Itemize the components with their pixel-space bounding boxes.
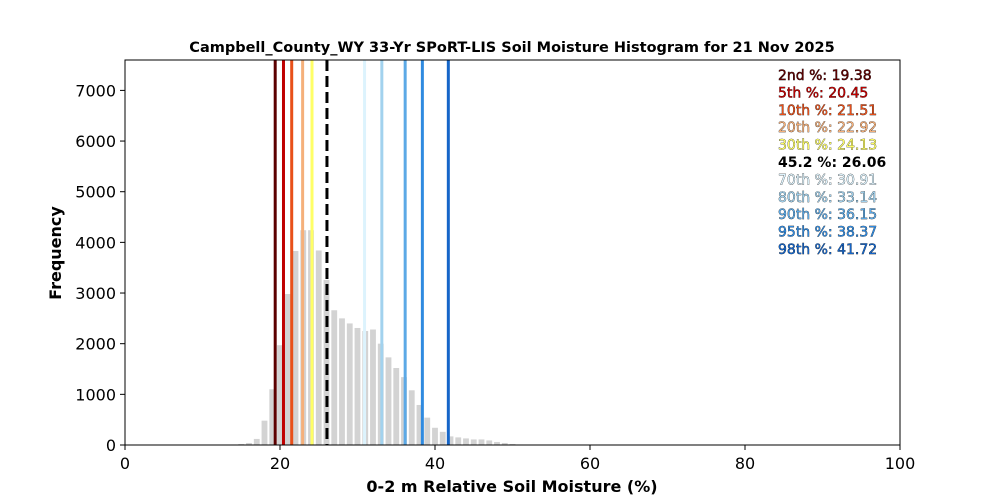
x-tick-label: 60: [580, 454, 600, 473]
histogram-bar: [455, 437, 462, 445]
legend-entry: 2nd %: 19.38: [778, 68, 872, 84]
histogram-bar: [346, 323, 353, 445]
histogram-bar: [424, 417, 431, 445]
y-tick-label: 0: [106, 436, 116, 455]
histogram-bar: [370, 329, 376, 445]
y-tick-label: 4000: [75, 233, 116, 252]
x-tick-label: 20: [270, 454, 290, 473]
legend-entry: 80th %: 33.14: [778, 190, 877, 206]
x-axis-label: 0-2 m Relative Soil Moisture (%): [366, 477, 657, 496]
histogram-bar: [393, 368, 400, 445]
legend-entry: 98th %: 41.72: [778, 242, 877, 258]
y-tick-label: 5000: [75, 183, 116, 202]
histogram-bar: [354, 327, 361, 445]
histogram-bar: [269, 389, 276, 445]
y-tick-label: 1000: [75, 385, 116, 404]
legend-entry: 95th %: 38.37: [778, 225, 877, 241]
y-tick-label: 7000: [75, 81, 116, 100]
legend-entry: 20th %: 22.92: [778, 120, 877, 136]
histogram-bar: [494, 441, 500, 445]
histogram-bar: [447, 436, 454, 445]
y-tick-label: 2000: [75, 335, 116, 354]
histogram-bar: [501, 442, 508, 445]
legend-entry: 30th %: 24.13: [778, 138, 877, 154]
plot-frame: [124, 59, 901, 446]
legend-entry: 45.2 %: 26.06: [778, 155, 886, 171]
histogram-bar: [331, 310, 338, 445]
histogram-bar: [238, 443, 245, 445]
histogram-bar: [432, 427, 438, 445]
legend-entry: 10th %: 21.51: [778, 103, 877, 119]
histogram-bar: [284, 294, 291, 445]
x-tick-label: 40: [425, 454, 445, 473]
y-tick-label: 3000: [75, 284, 116, 303]
histogram-bar: [385, 357, 392, 445]
histogram-bar: [292, 250, 299, 445]
histogram-bar: [315, 250, 322, 445]
y-axis-ticks: 0 1000 2000 3000 4000 5000 6000 7000: [75, 81, 125, 455]
histogram-bar: [339, 318, 345, 445]
histogram-bar: [323, 279, 330, 445]
legend-entry: 90th %: 36.15: [778, 207, 877, 223]
chart-title: Campbell_County_WY 33-Yr SPoRT-LIS Soil …: [189, 40, 834, 56]
histogram-bar: [261, 420, 268, 445]
histogram-bar: [416, 404, 423, 445]
legend-entry: 70th %: 30.91: [778, 172, 877, 188]
histogram-bar: [509, 443, 516, 445]
histogram-bar: [277, 345, 283, 445]
x-axis-ticks: 0 20 40 60 80 100: [120, 445, 915, 473]
x-tick-label: 100: [885, 454, 916, 473]
histogram-bar: [463, 438, 469, 445]
histogram-bar: [246, 442, 252, 445]
percentile-lines: [273, 60, 450, 445]
histogram-bar: [408, 390, 415, 445]
y-axis-label: Frequency: [46, 206, 65, 300]
histogram-bar: [486, 440, 493, 445]
y-tick-label: 6000: [75, 132, 116, 151]
histogram-bar: [478, 439, 485, 445]
x-tick-label: 0: [120, 454, 130, 473]
legend-entry: 5th %: 20.45: [778, 85, 868, 101]
x-tick-label: 80: [735, 454, 755, 473]
histogram-bar: [439, 431, 446, 445]
histogram-bar: [253, 438, 260, 445]
histogram-bar: [470, 439, 477, 445]
